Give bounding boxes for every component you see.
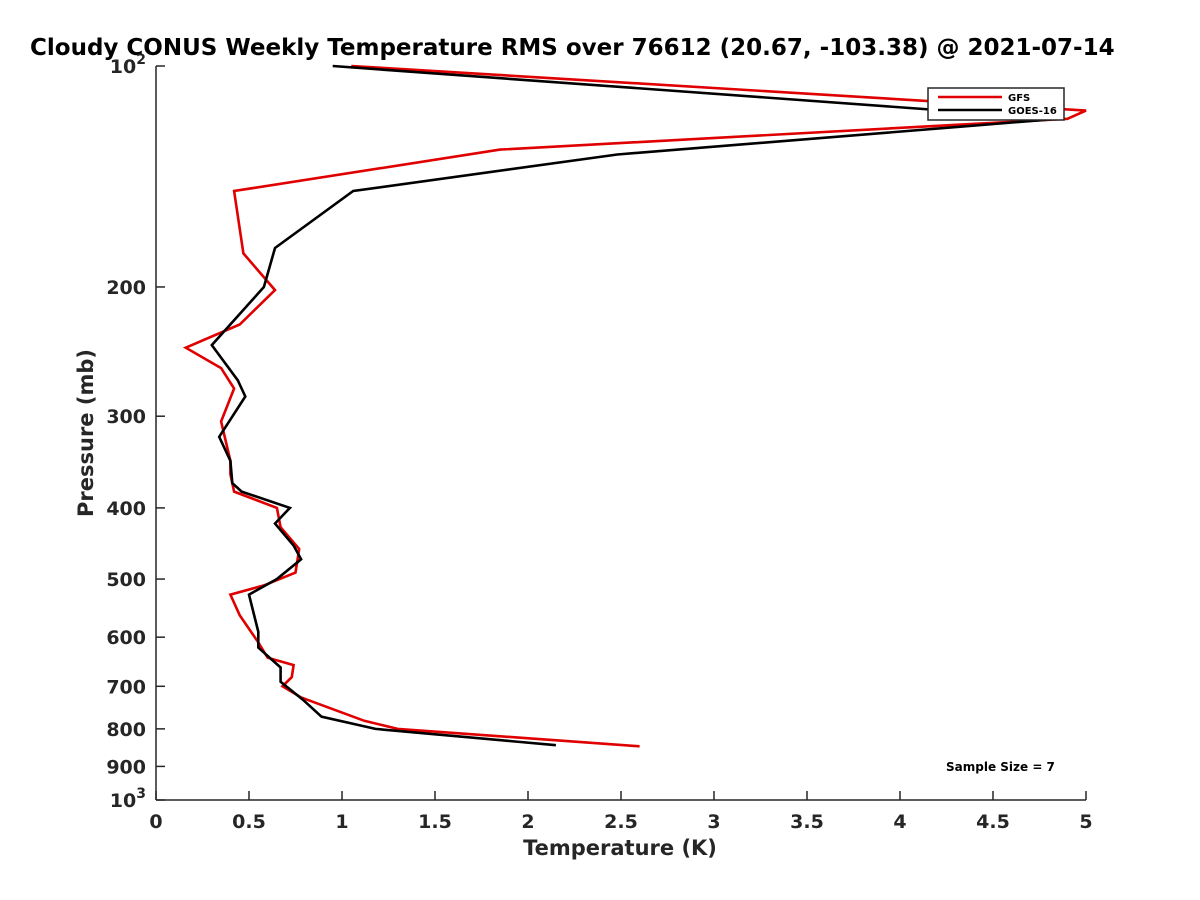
chart-title: Cloudy CONUS Weekly Temperature RMS over… bbox=[30, 35, 1115, 61]
series-line-goes-16 bbox=[210, 64, 1059, 747]
x-tick-label: 3.5 bbox=[790, 811, 824, 833]
y-tick-label: 200 bbox=[106, 277, 146, 299]
x-tick-label: 1 bbox=[335, 811, 348, 833]
series-line-gfs bbox=[182, 64, 1087, 748]
legend: GFS GOES-16 bbox=[927, 87, 1065, 121]
y-tick-label: 700 bbox=[106, 676, 146, 698]
y-tick-label: 800 bbox=[106, 719, 146, 741]
legend-label-gfs: GFS bbox=[1008, 93, 1030, 104]
legend-box bbox=[927, 87, 1065, 121]
sample-size-annotation: Sample Size = 7 bbox=[946, 760, 1055, 774]
x-tick-label: 1.5 bbox=[418, 811, 452, 833]
x-tick-label: 4 bbox=[893, 811, 906, 833]
axes: 0 0.5 1 1.5 2 2.5 3 3.5 4 4.5 5 102 200 300 400 500 600 7… bbox=[106, 52, 1092, 833]
x-tick-label: 4.5 bbox=[976, 811, 1010, 833]
y-tick-label: 900 bbox=[106, 756, 146, 778]
y-tick-label: 102 bbox=[110, 52, 146, 78]
y-axis-label: Pressure (mb) bbox=[74, 349, 98, 517]
y-tick-label: 103 bbox=[110, 786, 146, 812]
legend-label-goes-16: GOES-16 bbox=[1008, 106, 1057, 117]
y-tick-label: 500 bbox=[106, 569, 146, 591]
y-tick-label: 400 bbox=[106, 498, 146, 520]
x-tick-label: 5 bbox=[1079, 811, 1092, 833]
series-layer bbox=[182, 64, 1087, 748]
x-tick-label: 0 bbox=[149, 811, 162, 833]
x-axis-label: Temperature (K) bbox=[523, 836, 717, 860]
x-tick-label: 2.5 bbox=[604, 811, 638, 833]
x-tick-label: 0.5 bbox=[232, 811, 266, 833]
y-tick-label: 300 bbox=[106, 406, 146, 428]
x-tick-label: 2 bbox=[521, 811, 534, 833]
y-tick-label: 600 bbox=[106, 627, 146, 649]
x-tick-label: 3 bbox=[707, 811, 720, 833]
